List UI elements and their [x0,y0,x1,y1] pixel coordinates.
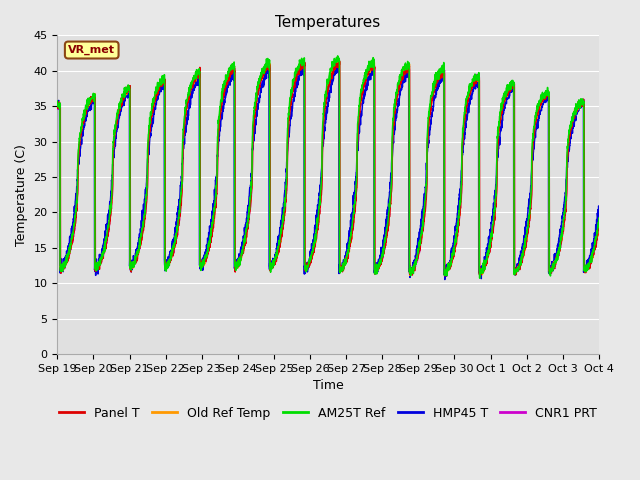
X-axis label: Time: Time [313,379,344,392]
Legend: Panel T, Old Ref Temp, AM25T Ref, HMP45 T, CNR1 PRT: Panel T, Old Ref Temp, AM25T Ref, HMP45 … [54,402,602,425]
Text: VR_met: VR_met [68,45,115,55]
Y-axis label: Temperature (C): Temperature (C) [15,144,28,246]
Title: Temperatures: Temperatures [275,15,381,30]
